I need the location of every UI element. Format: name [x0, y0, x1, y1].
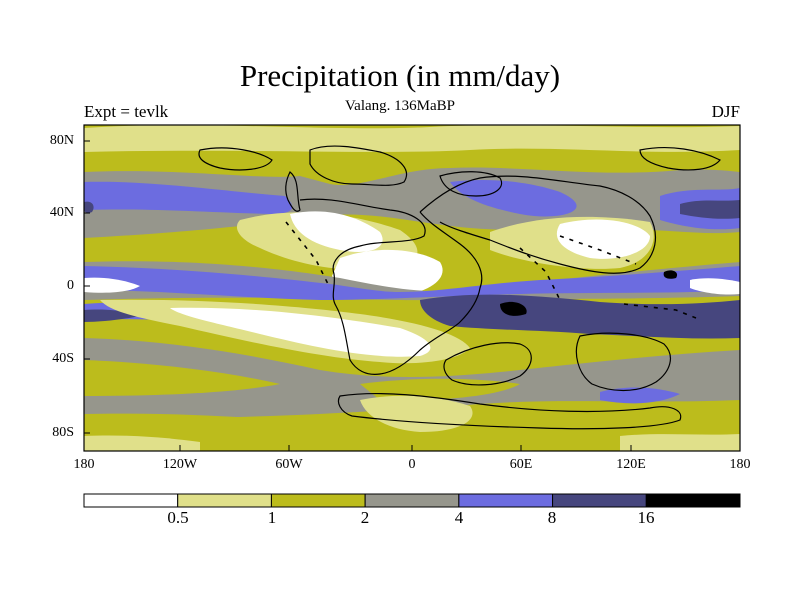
colorbar-swatch [364, 493, 460, 508]
lat-label-0: 0 [67, 278, 74, 293]
season-label: DJF [711, 102, 740, 121]
experiment-label: Expt = tevlk [84, 102, 169, 121]
lat-label-40n: 40N [49, 205, 74, 220]
legend-level-label: 1 [267, 508, 277, 527]
legend-level-label: 4 [454, 508, 464, 527]
lon-label-180e: 180 [729, 457, 751, 472]
lon-label-60e: 60E [509, 457, 533, 472]
colorbar-swatch [83, 493, 179, 508]
lon-label-180w: 180 [73, 457, 95, 472]
lon-label-60w: 60W [275, 457, 303, 472]
colorbar-swatch [645, 493, 741, 508]
map-title: Precipitation (in mm/day) [239, 58, 561, 93]
map-subtitle: Valang. 136MaBP [345, 98, 455, 114]
lon-label-120e: 120E [616, 457, 646, 472]
colorbar-swatch [270, 493, 366, 508]
lon-label-0: 0 [408, 457, 416, 472]
colorbar-swatch [552, 493, 647, 508]
lat-label-80s: 80S [52, 425, 74, 440]
lat-label-40s: 40S [52, 351, 74, 366]
legend-level-label: 16 [637, 508, 655, 527]
legend-level-label: 8 [547, 508, 557, 527]
axis-ticks [84, 140, 632, 451]
colorbar-swatch [177, 493, 272, 508]
legend-level-label: 2 [360, 508, 370, 527]
colorbar-swatch [458, 493, 554, 508]
lon-label-120w: 120W [162, 457, 198, 472]
coastlines [198, 145, 721, 430]
lat-label-80n: 80N [49, 133, 74, 148]
colorbar [83, 493, 741, 508]
map-field [84, 125, 740, 451]
legend-level-label: 0.5 [167, 508, 189, 527]
